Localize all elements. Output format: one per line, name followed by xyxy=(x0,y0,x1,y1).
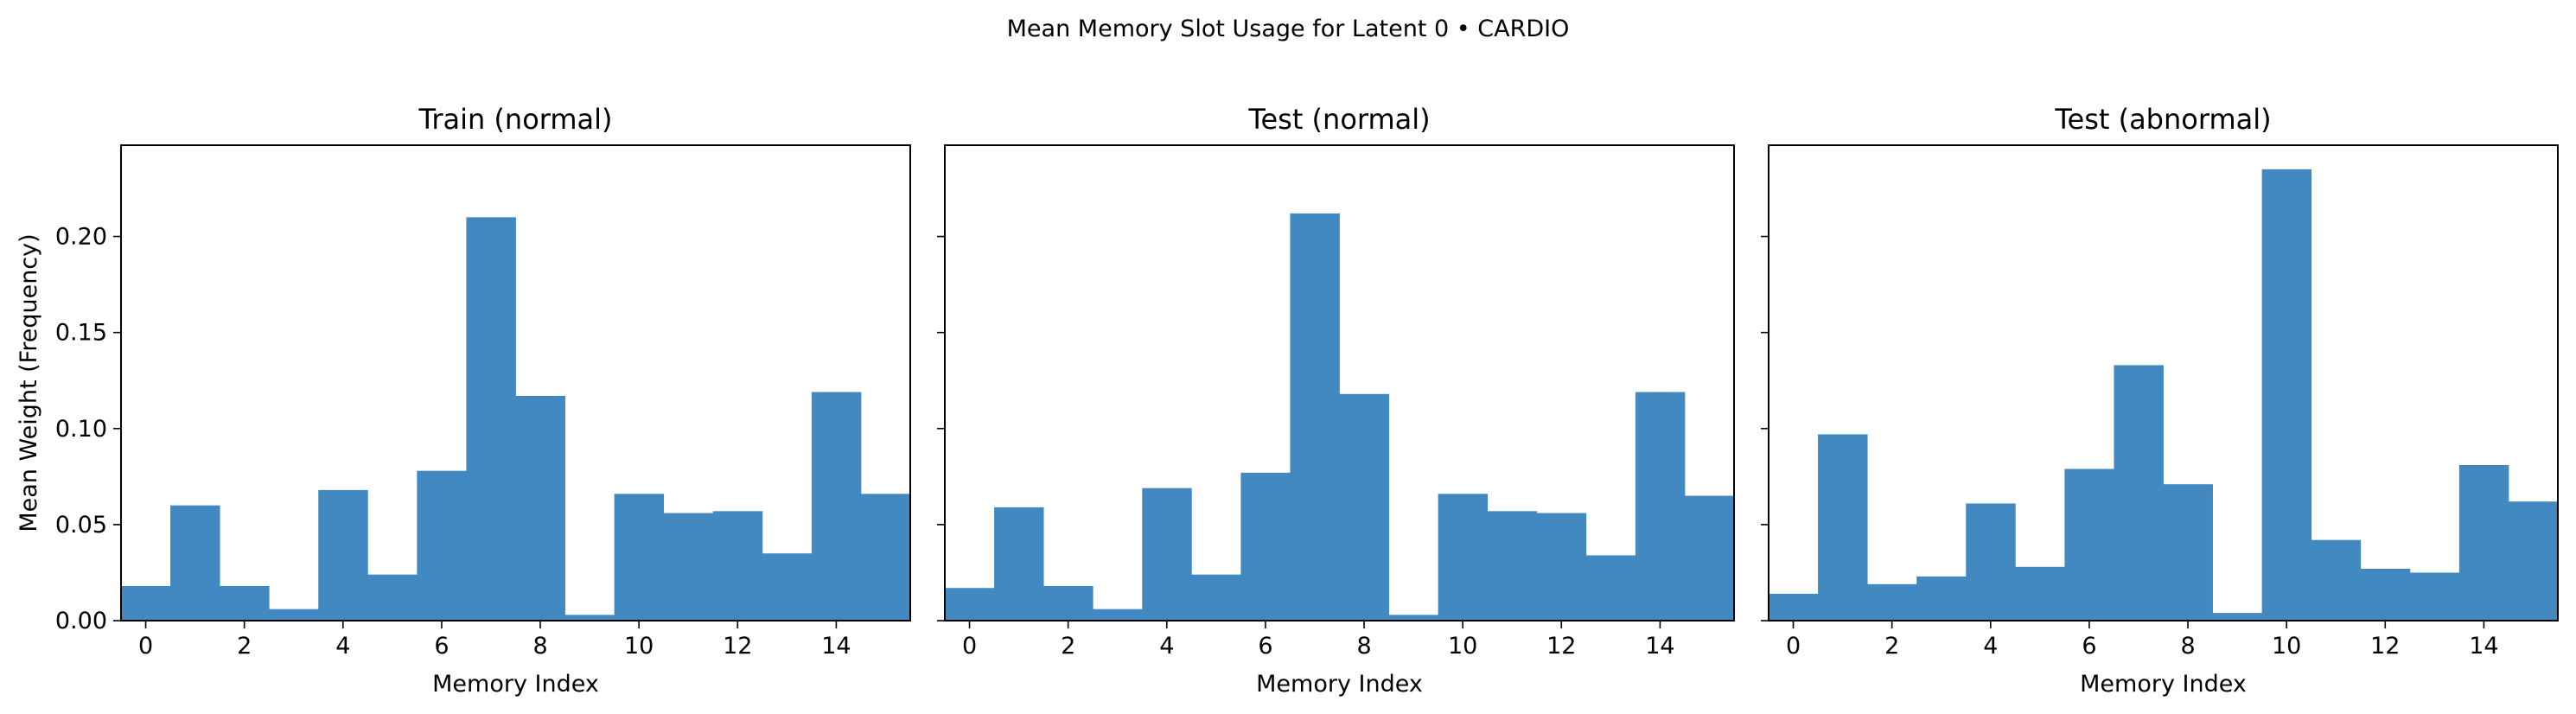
axes-frame xyxy=(120,144,911,622)
bar xyxy=(515,396,565,621)
bar xyxy=(2064,469,2114,621)
subplot-1: 0 2 4 6 8 10 12 14 0.00 0.05 0.10 0.15 0.20 Train (no… xyxy=(16,103,911,698)
bar xyxy=(1487,511,1538,621)
bar xyxy=(1290,213,1340,621)
bar xyxy=(2409,572,2460,621)
x-tick-label: 8 xyxy=(532,633,547,660)
bar xyxy=(2458,465,2509,621)
bar xyxy=(2508,501,2559,621)
x-tick-label: 6 xyxy=(2082,633,2096,660)
bar xyxy=(1966,503,2016,621)
subplot-title: Test (abnormal) xyxy=(2054,103,2271,136)
x-tick-label: 14 xyxy=(821,633,851,660)
subplot-2: 0 2 4 6 8 10 12 14 Test (normal) Memory Index xyxy=(937,103,1735,698)
axes-frame xyxy=(1768,144,2559,622)
bar xyxy=(2261,169,2312,621)
bar xyxy=(860,494,911,621)
bar xyxy=(1684,495,1735,621)
bar xyxy=(1867,583,1917,621)
x-tick-label: 4 xyxy=(1159,633,1174,660)
bar xyxy=(417,470,467,621)
x-axis-label: Memory Index xyxy=(2080,671,2247,698)
figure-suptitle: Mean Memory Slot Usage for Latent 0 • CA… xyxy=(1007,16,1570,42)
x-tick-label: 4 xyxy=(335,633,350,660)
bar xyxy=(2163,484,2213,621)
bar xyxy=(1818,434,1868,621)
x-tick-label: 12 xyxy=(2370,633,2400,660)
bar xyxy=(121,586,171,621)
subplot-title: Test (normal) xyxy=(1247,103,1430,136)
x-tick-label: 10 xyxy=(624,633,654,660)
bar xyxy=(712,511,763,621)
bar xyxy=(2360,569,2411,621)
bar xyxy=(1536,513,1587,621)
bar xyxy=(1240,472,1291,621)
x-axis-label: Memory Index xyxy=(432,671,599,698)
x-tick-label: 2 xyxy=(1884,633,1899,660)
bar xyxy=(1585,555,1636,621)
x-tick-label: 0 xyxy=(138,633,153,660)
bar xyxy=(945,588,995,621)
bar xyxy=(1916,576,1967,621)
bar xyxy=(1438,494,1489,621)
bar xyxy=(1093,609,1143,621)
x-tick-label: 12 xyxy=(723,633,752,660)
bar xyxy=(170,505,220,621)
bar xyxy=(663,513,714,621)
x-tick-label: 6 xyxy=(434,633,449,660)
bar xyxy=(466,217,516,622)
x-tick-label: 2 xyxy=(237,633,252,660)
y-axis-label: Mean Weight (Frequency) xyxy=(16,233,42,532)
subplot-title: Train (normal) xyxy=(418,103,612,136)
y-tick-label: 0.10 xyxy=(55,416,107,443)
bar xyxy=(811,392,862,621)
bar xyxy=(2311,539,2362,621)
y-tick-label: 0.15 xyxy=(55,320,107,347)
x-tick-label: 2 xyxy=(1061,633,1075,660)
subplot-3: 0 2 4 6 8 10 12 14 Test (abnormal) Memory Index xyxy=(1761,103,2559,698)
bar xyxy=(1635,392,1686,621)
bar xyxy=(762,553,813,621)
y-tick-label: 0.00 xyxy=(55,608,107,634)
bar xyxy=(564,615,615,621)
x-tick-label: 14 xyxy=(2469,633,2498,660)
x-tick-label: 0 xyxy=(1786,633,1801,660)
x-tick-label: 6 xyxy=(1258,633,1272,660)
x-tick-label: 0 xyxy=(962,633,977,660)
x-tick-label: 8 xyxy=(1356,633,1371,660)
bar xyxy=(1769,593,1819,621)
bar xyxy=(318,489,368,621)
x-tick-label: 10 xyxy=(2272,633,2301,660)
bar xyxy=(2114,365,2164,621)
axes-frame xyxy=(944,144,1735,622)
x-tick-label: 8 xyxy=(2180,633,2195,660)
bar xyxy=(2015,566,2065,621)
x-axis-label: Memory Index xyxy=(1256,671,1423,698)
bar xyxy=(2212,613,2263,621)
bar xyxy=(994,507,1044,621)
x-tick-label: 12 xyxy=(1546,633,1576,660)
bar xyxy=(1142,488,1192,621)
y-tick-label: 0.05 xyxy=(55,512,107,539)
y-tick-label: 0.20 xyxy=(55,224,107,251)
bar xyxy=(1191,574,1241,621)
x-tick-label: 14 xyxy=(1645,633,1674,660)
bar xyxy=(269,609,319,621)
bar xyxy=(367,574,418,621)
bar xyxy=(1339,393,1389,621)
bar xyxy=(220,586,270,621)
bar xyxy=(1388,615,1439,621)
bar xyxy=(614,494,665,621)
x-tick-label: 4 xyxy=(1983,633,1998,660)
bar xyxy=(1043,586,1094,621)
x-tick-label: 10 xyxy=(1448,633,1477,660)
